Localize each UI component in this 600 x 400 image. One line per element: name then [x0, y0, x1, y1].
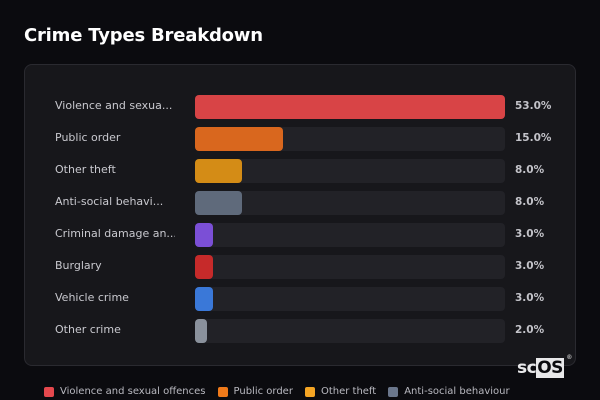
bar-label: Other theft [55, 163, 116, 176]
legend-label: Other theft [320, 386, 377, 397]
bar-fill [195, 287, 213, 311]
bar-label: Other crime [55, 323, 121, 336]
legend-item: Public order [217, 386, 293, 397]
bar-row: Public order 15.0% [25, 127, 577, 151]
legend-swatch-icon [304, 386, 315, 397]
bar-fill [195, 319, 207, 343]
legend-item: Other theft [304, 386, 377, 397]
bar-value: 3.0% [515, 292, 545, 304]
bar-row: Anti-social behavi... 8.0% [25, 191, 577, 215]
legend-item: Anti-social behaviour [388, 386, 510, 397]
bar-value: 3.0% [515, 260, 545, 272]
bar-label: Public order [55, 131, 121, 144]
bar-track [195, 95, 505, 119]
bar-label: Criminal damage an... [55, 227, 175, 240]
bar-label: Violence and sexua... [55, 99, 173, 112]
bar-row: Vehicle crime 3.0% [25, 287, 577, 311]
bar-value: 8.0% [515, 196, 545, 208]
bar-value: 2.0% [515, 324, 545, 336]
legend-swatch-icon [388, 386, 399, 397]
bar-fill [195, 255, 213, 279]
legend-item: Violence and sexual offences [44, 386, 206, 397]
legend-label: Public order [233, 386, 293, 397]
registered-mark: ® [566, 354, 572, 361]
logo-prefix: sc [517, 358, 537, 378]
bar-row: Violence and sexua... 53.0% [25, 95, 577, 119]
bar-value: 8.0% [515, 164, 545, 176]
bar-track [195, 319, 505, 343]
bar-label: Anti-social behavi... [55, 195, 164, 208]
chart-panel: Violence and sexua... 53.0% Public order 15… [24, 64, 576, 366]
logo-highlight: OS [536, 358, 564, 378]
chart-legend: Violence and sexual offences Public order… [44, 386, 510, 397]
bar-fill [195, 95, 505, 119]
bar-fill [195, 127, 283, 151]
bar-track [195, 191, 505, 215]
bar-fill [195, 223, 213, 247]
bar-track [195, 223, 505, 247]
bar-track [195, 159, 505, 183]
bar-track [195, 287, 505, 311]
legend-label: Anti-social behaviour [404, 386, 510, 397]
bar-value: 15.0% [515, 132, 552, 144]
bar-value: 53.0% [515, 100, 552, 112]
bar-track [195, 127, 505, 151]
bar-row: Criminal damage an... 3.0% [25, 223, 577, 247]
bar-fill [195, 191, 242, 215]
bar-fill [195, 159, 242, 183]
scos-logo: scOS ® [517, 354, 572, 378]
bar-label: Burglary [55, 259, 102, 272]
legend-swatch-icon [217, 386, 228, 397]
bar-label: Vehicle crime [55, 291, 129, 304]
bar-row: Burglary 3.0% [25, 255, 577, 279]
bar-row: Other theft 8.0% [25, 159, 577, 183]
bar-value: 3.0% [515, 228, 545, 240]
chart-title: Crime Types Breakdown [24, 25, 263, 46]
bar-row: Other crime 2.0% [25, 319, 577, 343]
legend-label: Violence and sexual offences [60, 386, 206, 397]
legend-swatch-icon [44, 386, 54, 397]
bar-track [195, 255, 505, 279]
